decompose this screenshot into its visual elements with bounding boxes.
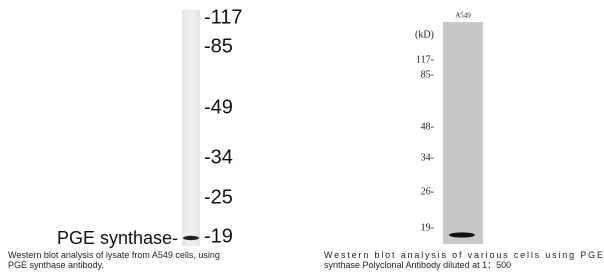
caption: PGE synthase antibody.: [8, 260, 104, 270]
band-label: PGE synthase-: [57, 228, 178, 248]
band: [449, 232, 475, 237]
unit: (kD): [415, 29, 434, 40]
marker: 117-: [416, 54, 434, 65]
marker: 34-: [421, 152, 434, 163]
marker: -49: [204, 96, 233, 118]
caption: Western blot analysis of various cells u…: [324, 250, 603, 260]
caption: synthase Polyclonal Antibody diluted at …: [324, 260, 511, 270]
marker: -117: [204, 6, 243, 28]
lane-label: A549: [455, 12, 471, 20]
left-panel: -117 -85 -49 -34 -25 -19 PGE synthase- W…: [8, 6, 243, 270]
marker: -19: [204, 225, 233, 247]
lane: [443, 22, 483, 244]
marker: -85: [204, 35, 233, 57]
page: -117 -85 -49 -34 -25 -19 PGE synthase- W…: [0, 0, 604, 275]
marker: 26-: [421, 186, 434, 197]
band: [183, 236, 199, 240]
marker: -34: [204, 146, 233, 168]
caption: Western blot analysis of lysate from A54…: [8, 250, 220, 260]
marker: 19-: [421, 222, 434, 233]
marker: 85-: [421, 69, 434, 80]
right-panel: A549 (kD) 117- 85- 48- 34- 26- 19- Weste…: [324, 12, 603, 270]
lane: [182, 10, 200, 246]
marker: 48-: [421, 121, 434, 132]
marker: -25: [204, 186, 233, 208]
